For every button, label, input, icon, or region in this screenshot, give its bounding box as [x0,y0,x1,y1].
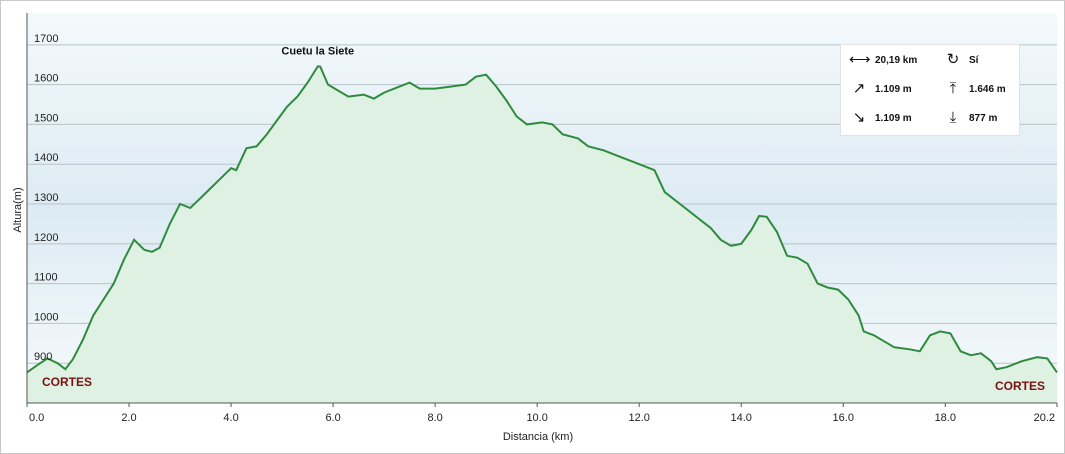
x-tick-label: 20.2 [1034,412,1055,424]
start-place-label: CORTES [42,375,92,389]
y-tick-label: 1400 [34,152,58,164]
ascent-arrow-icon: ↗ [852,80,866,97]
stat-descent-value: 1.109 m [875,112,912,124]
descent-arrow-icon: ↘ [852,109,866,126]
x-axis-label: Distancia (km) [503,431,573,443]
min-altitude-icon: ⤓ [949,109,957,126]
stat-max-altitude: ⤒ 1.646 m [943,80,1006,97]
stat-distance: ⟷ 20,19 km [849,51,918,68]
stat-ascent-value: 1.109 m [875,83,912,95]
x-tick-label: 10.0 [526,412,547,424]
x-tick-label: 14.0 [731,412,752,424]
y-axis-label: Altura(m) [12,187,24,232]
y-tick-label: 1200 [34,232,58,244]
elevation-area [27,66,1057,404]
stat-distance-value: 20,19 km [875,54,918,66]
stat-min-altitude-value: 877 m [969,112,998,124]
x-tick-label: 18.0 [935,412,956,424]
loop-icon: ↻ [946,51,960,68]
x-tick-label: 12.0 [628,412,649,424]
stat-ascent: ↗ 1.109 m [849,80,912,97]
stat-descent: ↘ 1.109 m [849,109,912,126]
route-stats-panel: ⟷ 20,19 km ↻ Sí ↗ 1.109 m ⤒ 1.646 m ↘ 1.… [840,44,1020,136]
stat-max-altitude-value: 1.646 m [969,83,1006,95]
max-altitude-icon: ⤒ [949,80,957,97]
x-tick-label: 0.0 [29,412,44,424]
x-tick-label: 4.0 [223,412,238,424]
x-tick-label: 6.0 [325,412,340,424]
y-tick-label: 1300 [34,192,58,204]
y-tick-label: 1600 [34,73,58,85]
distance-arrows-icon: ⟷ [849,51,871,68]
x-tick-label: 16.0 [833,412,854,424]
y-tick-label: 1500 [34,112,58,124]
x-tick-label: 8.0 [427,412,442,424]
stat-min-altitude: ⤓ 877 m [943,109,998,126]
stat-loop: ↻ Sí [943,51,979,68]
y-tick-label: 900 [34,351,52,363]
end-place-label: CORTES [995,379,1045,393]
y-tick-label: 1700 [34,33,58,45]
x-tick-label: 2.0 [121,412,136,424]
summit-annotation: Cuetu la Siete [281,45,354,57]
stat-loop-value: Sí [969,54,979,66]
tick-labels: 900 1000 1100 1200 1300 1400 1500 1600 1700 0.0 2.… [26,33,1058,424]
elevation-line [26,65,1058,374]
y-tick-label: 1100 [34,272,58,284]
y-tick-label: 1000 [34,311,58,323]
